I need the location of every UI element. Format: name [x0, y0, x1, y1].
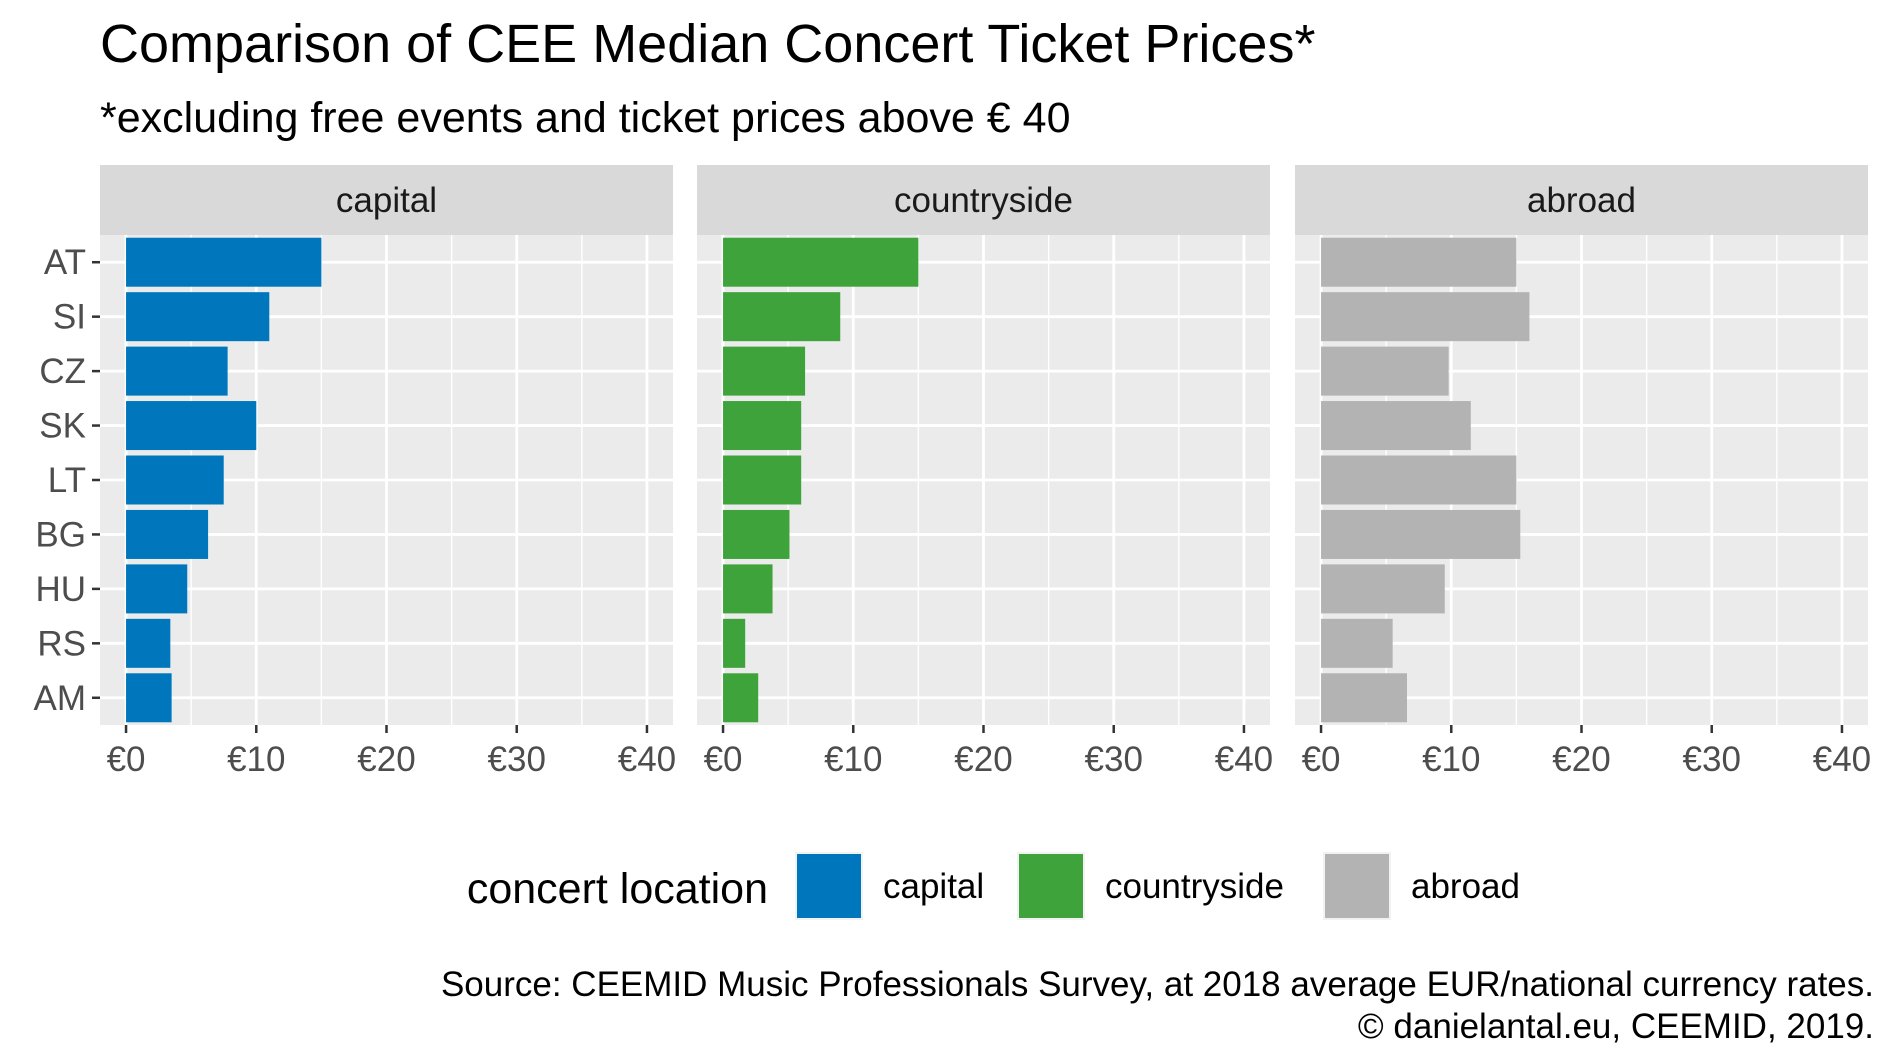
bar-abroad-at [1321, 237, 1517, 287]
facet-panels: capital €0 €10 €20 €30 €40 countryside €0 €10 €20… [100, 165, 1871, 779]
y-tick-label-rs: RS [37, 624, 86, 663]
bar-capital-hu [126, 564, 188, 614]
bar-abroad-sk [1321, 401, 1471, 451]
y-tick-label-bg: BG [35, 515, 86, 554]
legend: concert location capital countryside abroa… [467, 852, 1520, 920]
facet-strip-label: abroad [1527, 181, 1636, 220]
bar-countryside-bg [723, 509, 790, 559]
x-tick-label: €30 [488, 740, 546, 779]
chart-subtitle: *excluding free events and ticket prices… [100, 94, 1070, 142]
x-tick-label: €20 [954, 740, 1012, 779]
legend-key-abroad [1325, 854, 1389, 918]
bar-countryside-am [723, 673, 759, 723]
bar-capital-at [126, 237, 322, 287]
facet-strip-label: capital [336, 181, 437, 220]
bar-capital-si [126, 292, 270, 342]
facet-strip [697, 165, 1270, 235]
bar-abroad-lt [1321, 455, 1517, 505]
legend-key-countryside [1019, 854, 1083, 918]
facet-panel-countryside: countryside €0 €10 €20 €30 €40 [697, 165, 1273, 779]
x-tick-label: €0 [704, 740, 743, 779]
bar-capital-bg [126, 509, 209, 559]
facet-panel-abroad: abroad €0 €10 €20 €30 €40 [1295, 165, 1871, 779]
x-tick-label: €40 [1813, 740, 1871, 779]
bar-abroad-am [1321, 673, 1407, 723]
bar-countryside-si [723, 292, 841, 342]
x-tick-label: €40 [618, 740, 676, 779]
bar-countryside-hu [723, 564, 773, 614]
y-tick-label-cz: CZ [39, 352, 86, 391]
x-tick-label: €20 [1552, 740, 1610, 779]
bar-capital-am [126, 673, 172, 723]
facet-panel-capital: capital €0 €10 €20 €30 €40 [100, 165, 676, 779]
bar-capital-cz [126, 346, 228, 396]
x-tick-label: €30 [1683, 740, 1741, 779]
y-tick-label-hu: HU [35, 570, 86, 609]
legend-label-countryside: countryside [1105, 867, 1284, 906]
x-tick-label: €10 [227, 740, 285, 779]
y-tick-label-sk: SK [39, 407, 86, 446]
y-tick-label-si: SI [53, 298, 86, 337]
bar-abroad-cz [1321, 346, 1449, 396]
y-tick-label-am: AM [34, 679, 87, 718]
legend-label-abroad: abroad [1411, 867, 1520, 906]
x-tick-label: €40 [1215, 740, 1273, 779]
facet-strip [100, 165, 673, 235]
y-tick-label-lt: LT [48, 461, 86, 500]
legend-key-capital [797, 854, 861, 918]
bar-abroad-bg [1321, 509, 1521, 559]
y-axis: AT SI CZ SK LT BG HU RS AM [34, 243, 100, 718]
bar-abroad-si [1321, 292, 1530, 342]
x-tick-label: €30 [1085, 740, 1143, 779]
facet-strip-label: countryside [894, 181, 1073, 220]
bar-countryside-cz [723, 346, 806, 396]
bar-countryside-sk [723, 401, 802, 451]
bar-countryside-lt [723, 455, 802, 505]
legend-title: concert location [467, 865, 768, 913]
caption-source: Source: CEEMID Music Professionals Surve… [441, 965, 1874, 1004]
x-tick-label: €0 [1302, 740, 1341, 779]
legend-label-capital: capital [883, 867, 984, 906]
bar-countryside-rs [723, 618, 746, 668]
x-tick-label: €20 [357, 740, 415, 779]
chart-title: Comparison of CEE Median Concert Ticket … [100, 14, 1315, 74]
bar-abroad-rs [1321, 618, 1393, 668]
caption-copyright: © danielantal.eu, CEEMID, 2019. [1358, 1007, 1874, 1046]
facet-strip [1295, 165, 1868, 235]
x-tick-label: €10 [824, 740, 882, 779]
bar-capital-rs [126, 618, 171, 668]
bar-capital-lt [126, 455, 224, 505]
bar-countryside-at [723, 237, 919, 287]
y-tick-label-at: AT [44, 243, 86, 282]
bar-capital-sk [126, 401, 257, 451]
x-tick-label: €0 [107, 740, 146, 779]
x-tick-label: €10 [1422, 740, 1480, 779]
bar-abroad-hu [1321, 564, 1445, 614]
